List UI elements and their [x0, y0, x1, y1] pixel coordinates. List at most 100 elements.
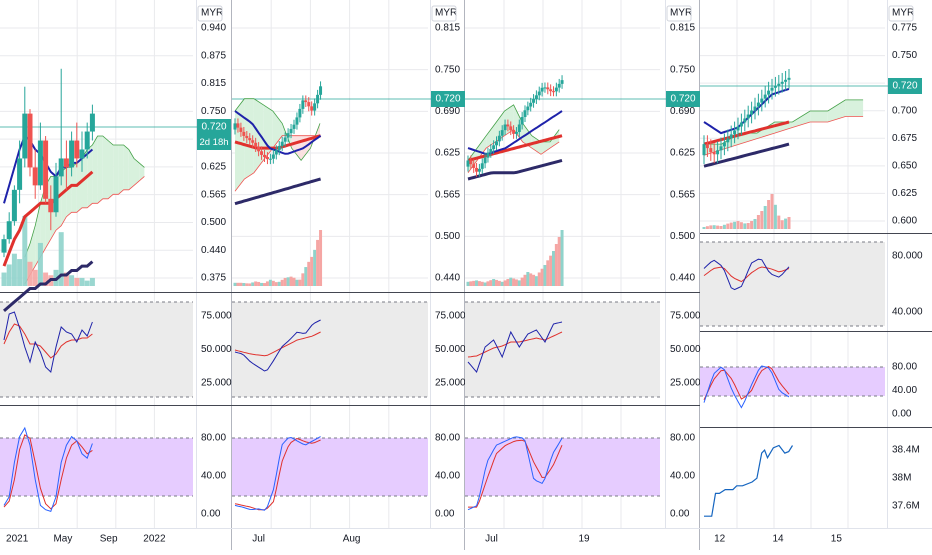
- volume-bar: [257, 281, 261, 286]
- candle-body: [743, 118, 747, 123]
- rsi-axis-tick: 75.000: [435, 311, 466, 322]
- volume-bar: [280, 279, 284, 286]
- stoch-axis-tick: 40.00: [670, 471, 695, 482]
- ichimoku-cloud-segment: [486, 123, 496, 149]
- volume-bar: [736, 221, 740, 229]
- ema-mid-line: [467, 134, 563, 162]
- ema-long-line: [234, 177, 321, 206]
- price-axis-tick: 0.600: [892, 216, 917, 227]
- candle-body: [17, 158, 23, 190]
- candle-body: [63, 158, 69, 168]
- candle-body: [787, 77, 791, 80]
- candle-body: [543, 87, 547, 89]
- volume-bar: [726, 223, 730, 229]
- price-axis-tick: 0.775: [892, 23, 917, 34]
- currency-label: MYR: [892, 8, 914, 19]
- candle-body: [310, 106, 314, 111]
- candle-body: [257, 147, 261, 152]
- candle-body: [733, 130, 737, 135]
- ichimoku-cloud-segment: [118, 145, 124, 195]
- volume-bar: [512, 278, 516, 286]
- rsi-axis-tick: 40.000: [892, 307, 923, 318]
- ichimoku-cloud-segment: [108, 140, 114, 199]
- stoch-k-line: [234, 436, 321, 511]
- volume-bar: [486, 281, 490, 286]
- ema-short-line: [3, 134, 94, 204]
- candle-body: [763, 94, 767, 99]
- candle-body: [770, 87, 774, 91]
- candle-body: [316, 94, 320, 104]
- price-axis-tick: 0.625: [892, 188, 917, 199]
- chart-panel-2[interactable]: 0.815 0.750 0.690 0.625 0.565 0.500 0.440 MYR 0.…: [232, 0, 466, 545]
- ema-long-line: [3, 260, 94, 313]
- volume-bar: [79, 277, 85, 286]
- volume-bar: [787, 217, 791, 229]
- price-tag: [431, 91, 465, 107]
- candle-body: [475, 167, 479, 172]
- candle-body: [480, 163, 484, 169]
- candle-body: [483, 157, 487, 164]
- volume-bar: [319, 230, 323, 286]
- ichimoku-cloud-segment: [235, 98, 245, 192]
- candle-body: [251, 140, 255, 143]
- ichimoku-cloud-segment: [123, 145, 129, 190]
- candle-body: [549, 89, 553, 92]
- candle-body: [546, 87, 550, 90]
- candle-body: [22, 113, 28, 159]
- stoch-band: [465, 438, 660, 496]
- candle-body: [767, 90, 771, 95]
- price-axis-tick: 0.750: [670, 64, 695, 75]
- volume-bar: [780, 220, 784, 229]
- candle-body: [497, 135, 501, 142]
- candle-body: [11, 189, 17, 222]
- obv-axis-tick: 37.6M: [892, 501, 920, 512]
- ema-long-line: [703, 142, 790, 168]
- panel-1-series: [1, 68, 145, 513]
- candle-body: [532, 99, 536, 103]
- ichimoku-cloud-segment: [87, 145, 93, 208]
- price-axis-tick: 0.625: [201, 162, 226, 173]
- stoch-axis-tick: 40.00: [201, 471, 226, 482]
- stoch-d-line: [703, 365, 790, 401]
- volume-bar: [69, 275, 75, 286]
- ichimoku-cloud-segment: [113, 145, 119, 195]
- price-tag-label: 0.720: [201, 122, 226, 133]
- chart-panel-4[interactable]: 0.7750.7500.7250.7000.6750.6500.6250.600…: [700, 0, 932, 545]
- price-tag: [666, 91, 700, 107]
- rsi-line: [3, 311, 93, 373]
- candle-body: [233, 123, 237, 130]
- volume-bar: [549, 255, 553, 286]
- volume-bar: [74, 277, 80, 286]
- volume-bar: [492, 279, 496, 286]
- candle-body: [509, 126, 513, 131]
- stoch-axis-tick: 0.00: [670, 509, 690, 520]
- candle-body: [292, 124, 296, 129]
- ichimoku-span-b: [24, 176, 145, 285]
- chart-panel-3[interactable]: 0.815 0.750 0.690 0.625 0.565 0.500 0.440 MYR 0.…: [465, 0, 701, 545]
- rsi-axis-tick: 75.000: [670, 311, 701, 322]
- price-axis-tick: 0.565: [670, 189, 695, 200]
- stoch-band: [232, 438, 428, 496]
- price-axis-tick: 0.625: [435, 148, 460, 159]
- volume-bar: [263, 283, 266, 286]
- volume-bar: [506, 279, 510, 286]
- candle-body: [552, 91, 555, 93]
- volume-bar: [523, 274, 527, 286]
- price-axis-tick: 0.675: [892, 133, 917, 144]
- stoch-k-line: [703, 365, 790, 409]
- volume-bar: [509, 277, 513, 286]
- rsi-band: [700, 242, 885, 326]
- candle-body: [784, 79, 788, 82]
- stoch-k-line: [3, 426, 93, 513]
- time-axis-tick: 15: [831, 534, 843, 545]
- volume-bar: [6, 264, 12, 286]
- volume-bar: [89, 277, 95, 286]
- countdown-tag-label: 2d 18h: [199, 137, 228, 148]
- volume-bar: [554, 244, 558, 286]
- candle-body: [523, 110, 527, 118]
- candle-body: [773, 85, 777, 88]
- ichimoku-cloud-segment: [128, 149, 134, 190]
- candle-body: [753, 106, 757, 111]
- stoch-band: [0, 438, 193, 496]
